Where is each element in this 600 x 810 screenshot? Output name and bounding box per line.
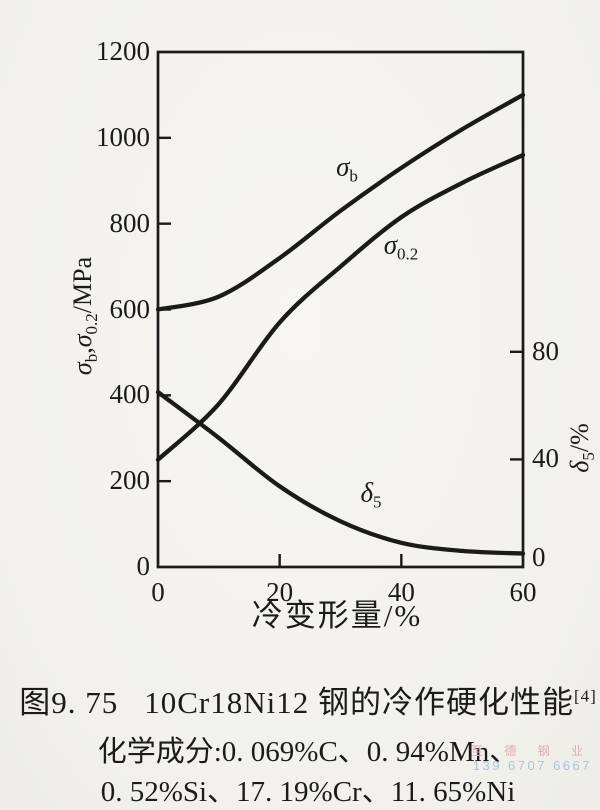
y-left-tick-label: 400 bbox=[109, 379, 151, 410]
caption-composition-line-1: 化学成分:0. 069%C、0. 94%Mn、 bbox=[97, 736, 519, 768]
y-left-tick-label: 0 bbox=[136, 551, 151, 581]
y-right-tick-label: 80 bbox=[532, 335, 559, 366]
watermark-company-name: 至 德 钢 业 bbox=[470, 744, 592, 758]
y-left-tick-label: 200 bbox=[109, 465, 151, 496]
plot-frame bbox=[156, 50, 525, 569]
x-tick-label: 40 bbox=[387, 577, 415, 607]
figure-title: 10Cr18Ni12 钢的冷作硬化性能 bbox=[144, 685, 574, 720]
x-axis-label: 冷变形量/% bbox=[251, 598, 423, 633]
watermark-phone-number: 139 6707 6667 bbox=[472, 757, 592, 773]
x-tick-label: 60 bbox=[509, 577, 537, 607]
y-axis-label-left: σb,σ0.2/MPa bbox=[67, 256, 102, 376]
x-tick-label: 20 bbox=[266, 577, 294, 607]
watermark: 至 德 钢 业 139 6707 6667 bbox=[470, 744, 592, 774]
curve-sigma-b bbox=[155, 92, 526, 312]
caption-composition-line-2: 0. 52%Si、17. 19%Cr、11. 65%Ni bbox=[100, 776, 516, 808]
figure-number: 图9. 75 bbox=[19, 685, 119, 720]
y-right-tick-label: 40 bbox=[532, 443, 559, 474]
y-left-tick-label: 800 bbox=[109, 207, 151, 238]
curve-label-sigma-0.2: σ0.2 bbox=[383, 229, 419, 264]
y-left-tick-label: 600 bbox=[109, 293, 151, 324]
y-axis-label-right: δ5/% bbox=[564, 423, 599, 473]
curve-delta-5 bbox=[155, 390, 526, 556]
x-tick-label: 0 bbox=[151, 577, 165, 607]
y-right-tick-label: 0 bbox=[532, 542, 546, 572]
curve-label-sigma-b: σb bbox=[336, 151, 358, 186]
y-left-tick-label: 1000 bbox=[96, 121, 150, 152]
curve-label-delta-5: δ5 bbox=[360, 477, 382, 512]
reference-superscript: [4] bbox=[573, 686, 597, 706]
y-left-tick-label: 1200 bbox=[96, 36, 150, 66]
caption-line-1: 图9. 75 10Cr18Ni12 钢的冷作硬化性能[4] bbox=[16, 677, 600, 722]
curve-sigma-0.2 bbox=[155, 152, 526, 462]
